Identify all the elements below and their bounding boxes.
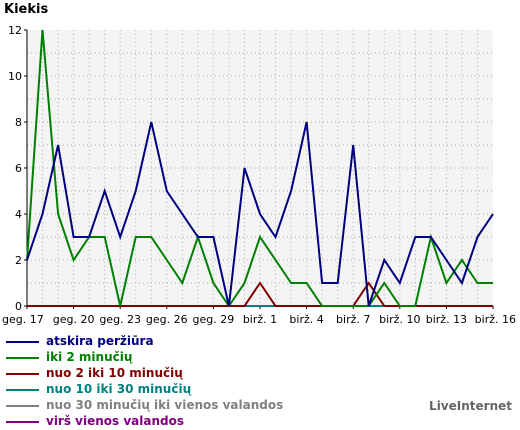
y-tick-label: 0	[15, 300, 22, 313]
legend-label: nuo 2 iki 10 minučių	[46, 366, 183, 380]
x-tick-label: geg. 23	[99, 313, 141, 326]
legend-swatch	[6, 341, 39, 343]
legend-label: atskira peržiūra	[46, 334, 154, 348]
legend-label: nuo 30 minučių iki vienos valandos	[46, 398, 284, 412]
x-tick-label: geg. 17	[2, 313, 44, 326]
legend-swatch	[6, 373, 39, 375]
y-tick-label: 4	[15, 208, 22, 221]
y-tick-label: 2	[15, 254, 22, 267]
legend-swatch	[6, 405, 39, 407]
legend-label: iki 2 minučių	[46, 350, 133, 364]
legend-label: virš vienos valandos	[46, 414, 185, 428]
x-tick-label: birž. 16	[475, 313, 516, 326]
x-tick-label: birž. 7	[336, 313, 370, 326]
y-tick-label: 12	[8, 24, 22, 37]
x-tick-label: birž. 1	[243, 313, 277, 326]
legend-label: nuo 10 iki 30 minučių	[46, 382, 192, 396]
series-lines	[26, 29, 494, 308]
y-tick-label: 8	[15, 116, 22, 129]
x-tick-label: geg. 20	[53, 313, 95, 326]
x-tick-label: birž. 10	[379, 313, 420, 326]
series-line	[26, 29, 493, 308]
x-tick-label: birž. 13	[426, 313, 467, 326]
y-tick-label: 10	[8, 70, 22, 83]
legend-swatch	[6, 421, 39, 423]
legend-swatch	[6, 357, 39, 359]
series-line	[26, 121, 494, 307]
x-tick-label: geg. 26	[146, 313, 188, 326]
legend-swatch	[6, 389, 39, 391]
x-tick-label: birž. 4	[289, 313, 323, 326]
x-tick-label: geg. 29	[193, 313, 235, 326]
y-tick-label: 6	[15, 162, 22, 175]
y-tick-labels: 0 2 4 6 8 10 12	[8, 24, 27, 313]
chart-title: Kiekis	[4, 2, 49, 17]
x-tick-labels: geg. 17 geg. 20 geg. 23 geg. 26 geg. 29 birž.…	[2, 306, 516, 326]
watermark: LiveInternet	[429, 399, 512, 413]
